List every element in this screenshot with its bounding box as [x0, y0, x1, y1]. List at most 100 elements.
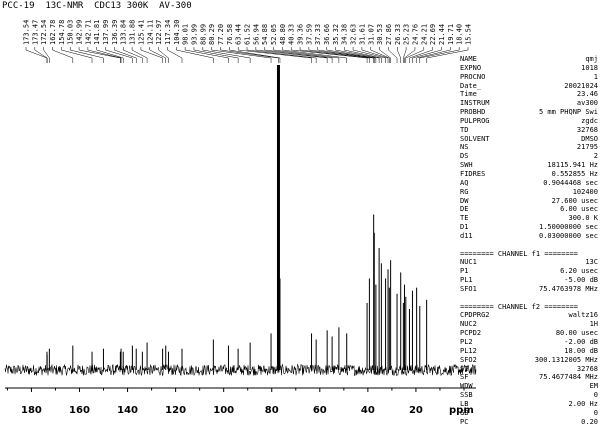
peak-label-connector [397, 47, 401, 63]
parameter-value: 0.9044468 sec [543, 178, 598, 187]
parameter-name: Time [460, 90, 477, 99]
peak-label-connector [167, 47, 183, 63]
peak-label-connector [264, 47, 333, 63]
parameter-value: 2 [593, 152, 598, 161]
parameter-row: RG 102400 [460, 188, 598, 197]
parameter-name: WDW [460, 382, 473, 391]
parameter-name: CPDPRG2 [460, 311, 490, 320]
parameter-row: PROCNO 1 [460, 73, 598, 82]
parameter-row: CPDPRG2 waltz16 [460, 311, 598, 320]
parameter-row: DE 6.00 usec [460, 205, 598, 214]
parameter-name: PULPROG [460, 116, 490, 125]
parameter-row: D1 1.50000000 sec [460, 223, 598, 232]
peak-label-connector [52, 47, 74, 63]
parameter-value: 0.20 [581, 417, 598, 426]
parameter-value: 75.4763978 MHz [538, 284, 598, 293]
peak-label: 162.78 [49, 20, 57, 45]
peak-label: 54.88 [261, 24, 269, 45]
parameter-value: 300.0 K [568, 214, 598, 223]
x-tick-label: 160 [69, 405, 90, 416]
parameter-value: 20021024 [564, 81, 598, 90]
peak-label: 36.66 [323, 24, 331, 45]
peak-label-connector [87, 47, 122, 63]
parameter-name: INSTRUM [460, 99, 490, 108]
parameter-value: av300 [576, 99, 598, 108]
peak-label: 40.33 [288, 24, 296, 45]
peak-label-connector [317, 47, 375, 63]
peak-label-connector [202, 47, 251, 63]
peak-label: 19.71 [447, 24, 455, 45]
parameter-name: RG [460, 187, 469, 196]
parameter-value: 1H [589, 320, 598, 329]
parameter-row: INSTRUM av300 [460, 99, 598, 108]
peak-label: 122.97 [155, 20, 163, 45]
parameter-row: SI 32768 [460, 365, 598, 374]
parameter-value: 0.03000000 sec [538, 231, 598, 240]
spectrum-title: PCC-19 13C-NMR CDC13 300K AV-300 [2, 1, 192, 11]
parameter-name: SWH [460, 161, 473, 170]
peak-label-connector [61, 47, 93, 63]
parameter-value: 23.46 [576, 90, 598, 99]
peak-label: 25.23 [403, 24, 411, 45]
peak-label-connector [361, 47, 389, 63]
parameter-name: NUC2 [460, 320, 477, 329]
parameter-name: TE [460, 214, 469, 223]
peak-label: 124.11 [146, 20, 154, 45]
peak-label-connector [416, 47, 451, 63]
peak-label-connector [388, 47, 398, 63]
parameter-name: PC [460, 417, 469, 426]
parameter-value: 102400 [572, 187, 598, 196]
peak-label: 31.07 [367, 24, 375, 45]
parameter-value: 75.4677484 MHz [538, 373, 598, 382]
parameter-value: 13C [585, 258, 598, 267]
parameter-row: P1 6.20 usec [460, 267, 598, 276]
parameter-row: SFO2 300.1312005 MHz [460, 356, 598, 365]
parameter-value: 6.20 usec [560, 267, 598, 276]
parameter-name: GB [460, 408, 469, 417]
peak-labels: 173.54 173.47 172.54 162.78 154.78 150.03 142.… [23, 20, 473, 63]
peak-label-connector [370, 47, 390, 63]
parameter-spacer [460, 241, 598, 250]
peak-label: 18.40 [456, 24, 464, 45]
parameter-name: SI [460, 364, 469, 373]
peak-label-connector [229, 47, 281, 63]
peak-label-connector [220, 47, 279, 63]
acquisition-parameters: NAME qmj EXPNO 1018 PROCNO 1 Date_ 20021024 Time… [460, 55, 598, 426]
peak-label-connector [176, 47, 214, 63]
x-tick-label: 120 [165, 405, 186, 416]
peak-label: 63.44 [235, 24, 243, 45]
parameter-row: NUC2 1H [460, 320, 598, 329]
parameter-name: DS [460, 152, 469, 161]
parameter-value: qmj [585, 55, 598, 63]
peak-label: 37.33 [314, 24, 322, 45]
parameter-name: LB [460, 399, 469, 408]
peak-label: 172.54 [40, 20, 48, 45]
parameter-value: 0 [593, 391, 598, 400]
parameter-value: waltz16 [568, 311, 598, 320]
parameter-row: PL2 -2.00 dB [460, 338, 598, 347]
peak-label-connector [426, 47, 469, 63]
parameter-row: GB 0 [460, 409, 598, 418]
parameter-row: WDW EM [460, 382, 598, 391]
peak-label-connector [409, 47, 433, 63]
peak-label: 76.58 [226, 24, 234, 45]
parameter-name: TD [460, 125, 469, 134]
parameter-name: NS [460, 143, 469, 152]
x-tick-label: 80 [265, 405, 279, 416]
parameter-row: PULPROG zgdc [460, 117, 598, 126]
x-tick-label: 20 [409, 405, 423, 416]
peak-label: 131.88 [129, 20, 137, 45]
channel-separator: ======== CHANNEL f2 ======== [460, 302, 579, 311]
parameter-row: SFO1 75.4763978 MHz [460, 285, 598, 294]
parameter-name: EXPNO [460, 63, 482, 72]
parameter-value: 32768 [576, 364, 598, 373]
parameter-row: TD 32768 [460, 126, 598, 135]
parameter-row: SWH 18115.941 Hz [460, 161, 598, 170]
parameter-name: P1 [460, 267, 469, 276]
parameter-row: PCPD2 80.00 usec [460, 329, 598, 338]
peak-label-connector [96, 47, 124, 63]
peak-label: 22.69 [429, 24, 437, 45]
peak-label-connector [405, 47, 425, 63]
peak-label-connector [158, 47, 169, 63]
